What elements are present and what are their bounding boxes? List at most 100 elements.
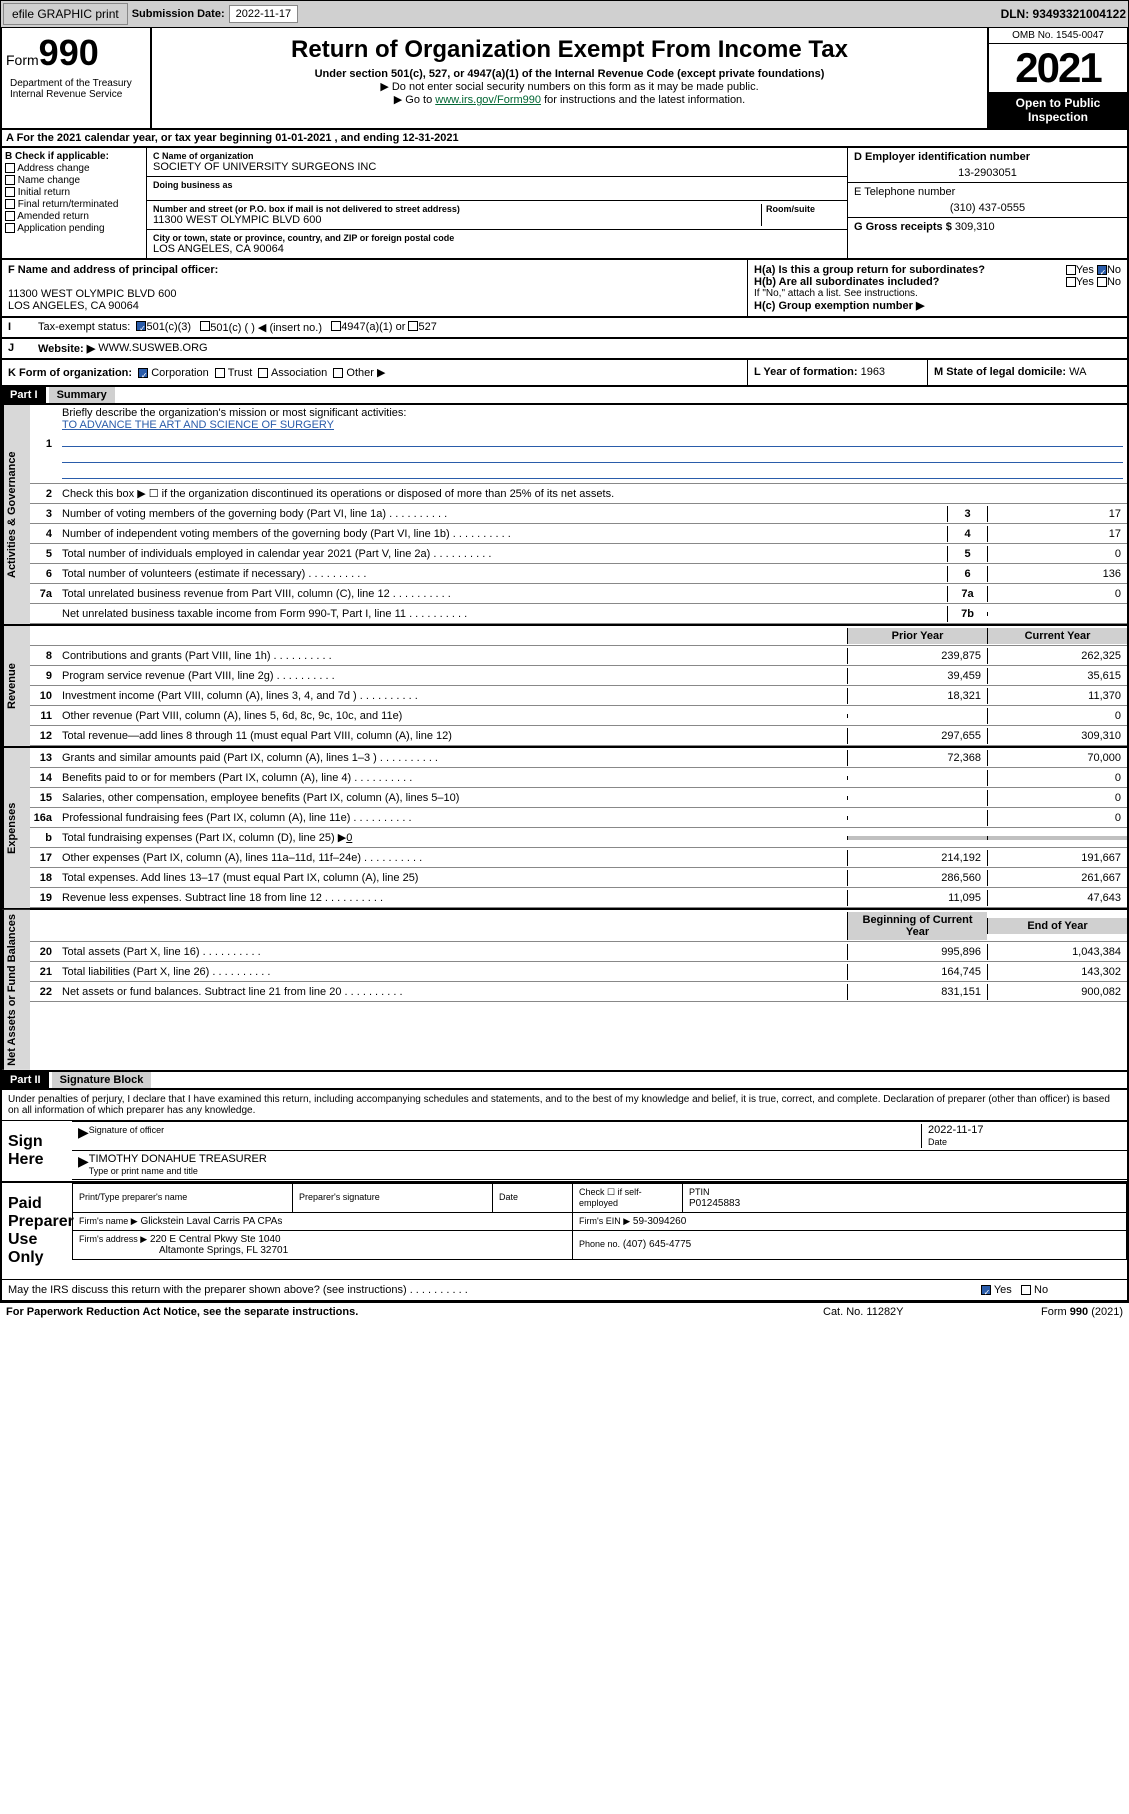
chk-app-pending[interactable]: [5, 223, 15, 233]
perjury-declaration: Under penalties of perjury, I declare th…: [2, 1090, 1127, 1120]
dba-label: Doing business as: [153, 180, 841, 190]
side-expenses: Expenses: [2, 748, 30, 908]
paid-preparer-label: Paid Preparer Use Only: [2, 1183, 72, 1279]
city-state-zip: LOS ANGELES, CA 90064: [153, 243, 841, 255]
section-a: A For the 2021 calendar year, or tax yea…: [0, 130, 1129, 148]
form-title: Return of Organization Exempt From Incom…: [156, 36, 983, 64]
ein-label: D Employer identification number: [854, 151, 1030, 163]
chk-501c[interactable]: [200, 321, 210, 331]
footer-catno: Cat. No. 11282Y: [823, 1306, 973, 1318]
c12: 309,310: [987, 728, 1127, 744]
p10: 18,321: [847, 688, 987, 704]
chk-hb-yes[interactable]: [1066, 277, 1076, 287]
officer-addr1: 11300 WEST OLYMPIC BLVD 600: [8, 288, 177, 300]
topbar: efile GRAPHIC print Submission Date: 202…: [0, 0, 1129, 28]
arrow-icon: ▶: [78, 1124, 89, 1148]
chk-initial-return[interactable]: [5, 187, 15, 197]
officer-addr2: LOS ANGELES, CA 90064: [8, 300, 139, 312]
tax-year: 2021: [989, 44, 1127, 92]
side-revenue: Revenue: [2, 626, 30, 746]
part1-governance: Activities & Governance 1Briefly describ…: [0, 405, 1129, 626]
chk-ha-yes[interactable]: [1066, 265, 1076, 275]
chk-4947[interactable]: [331, 321, 341, 331]
c18: 261,667: [987, 870, 1127, 886]
c15: 0: [987, 790, 1127, 806]
part1-title: Summary: [49, 387, 115, 403]
phone-value: (310) 437-0555: [854, 198, 1121, 214]
phone-label: E Telephone number: [854, 186, 955, 198]
val-4: 17: [987, 526, 1127, 542]
chk-assoc[interactable]: [258, 368, 268, 378]
page-footer: For Paperwork Reduction Act Notice, see …: [0, 1302, 1129, 1321]
p13: 72,368: [847, 750, 987, 766]
section-fh: F Name and address of principal officer:…: [0, 260, 1129, 318]
chk-name-change[interactable]: [5, 175, 15, 185]
ein-value: 13-2903051: [854, 163, 1121, 179]
open-inspection: Open to Public Inspection: [989, 92, 1127, 128]
p18: 286,560: [847, 870, 987, 886]
org-name: SOCIETY OF UNIVERSITY SURGEONS INC: [153, 161, 841, 173]
p20: 995,896: [847, 944, 987, 960]
p21: 164,745: [847, 964, 987, 980]
c13: 70,000: [987, 750, 1127, 766]
chk-address-change[interactable]: [5, 163, 15, 173]
c11: 0: [987, 708, 1127, 724]
c10: 11,370: [987, 688, 1127, 704]
c9: 35,615: [987, 668, 1127, 684]
mission-text: TO ADVANCE THE ART AND SCIENCE OF SURGER…: [62, 419, 334, 431]
c14: 0: [987, 770, 1127, 786]
chk-501c3[interactable]: ✓: [136, 321, 146, 331]
chk-527[interactable]: [408, 321, 418, 331]
part1-revenue: Revenue Prior YearCurrent Year 8Contribu…: [0, 626, 1129, 748]
h-b: H(b) Are all subordinates included? Yes …: [754, 276, 1121, 288]
footer-formnum: Form 990 (2021): [973, 1306, 1123, 1318]
h-c: H(c) Group exemption number ▶: [754, 299, 1121, 312]
irs-link[interactable]: www.irs.gov/Form990: [435, 94, 541, 106]
year-formation: 1963: [861, 366, 885, 378]
chk-final-return[interactable]: [5, 199, 15, 209]
val-7b: [987, 612, 1127, 616]
p17: 214,192: [847, 850, 987, 866]
chk-discuss-yes[interactable]: ✓: [981, 1285, 991, 1295]
chk-other[interactable]: [333, 368, 343, 378]
chk-hb-no[interactable]: [1097, 277, 1107, 287]
gross-receipts-label: G Gross receipts $: [854, 221, 952, 233]
street-addr: 11300 WEST OLYMPIC BLVD 600: [153, 214, 761, 226]
p16a: [847, 816, 987, 820]
sign-here-label: Sign Here: [2, 1121, 72, 1181]
c19: 47,643: [987, 890, 1127, 906]
p9: 39,459: [847, 668, 987, 684]
ptin-value: P01245883: [689, 1198, 740, 1209]
c22: 900,082: [987, 984, 1127, 1000]
addr-label: Number and street (or P.O. box if mail i…: [153, 204, 761, 214]
efile-btn[interactable]: efile GRAPHIC print: [3, 3, 128, 25]
chk-trust[interactable]: [215, 368, 225, 378]
chk-ha-no[interactable]: ✓: [1097, 265, 1107, 275]
h-a: H(a) Is this a group return for subordin…: [754, 264, 1121, 276]
room-label: Room/suite: [766, 204, 841, 214]
part1-netassets: Net Assets or Fund Balances Beginning of…: [0, 910, 1129, 1072]
website-value: WWW.SUSWEB.ORG: [98, 342, 207, 355]
c17: 191,667: [987, 850, 1127, 866]
org-name-label: C Name of organization: [153, 151, 841, 161]
h-b-note: If "No," attach a list. See instructions…: [754, 288, 1121, 299]
dln: DLN: 93493321004122: [1001, 7, 1126, 21]
form-number: Form990: [6, 32, 146, 74]
firm-ein: 59-3094260: [633, 1216, 686, 1227]
chk-corp[interactable]: ✓: [138, 368, 148, 378]
chk-discuss-no[interactable]: [1021, 1285, 1031, 1295]
part1-header: Part I: [2, 387, 46, 403]
state-domicile: WA: [1069, 366, 1086, 378]
c16a: 0: [987, 810, 1127, 826]
form-subtitle-1: Under section 501(c), 527, or 4947(a)(1)…: [156, 68, 983, 80]
preparer-table: Print/Type preparer's name Preparer's si…: [72, 1183, 1127, 1260]
sub-date: 2022-11-17: [229, 5, 298, 23]
form-subtitle-2: ▶ Do not enter social security numbers o…: [156, 80, 983, 93]
firm-addr1: 220 E Central Pkwy Ste 1040: [150, 1234, 281, 1245]
arrow-icon-2: ▶: [78, 1153, 89, 1177]
sig-date-val: 2022-11-17: [928, 1124, 983, 1136]
may-irs-discuss: May the IRS discuss this return with the…: [8, 1284, 981, 1296]
val-3: 17: [987, 506, 1127, 522]
chk-amended[interactable]: [5, 211, 15, 221]
part2-title: Signature Block: [52, 1072, 152, 1088]
